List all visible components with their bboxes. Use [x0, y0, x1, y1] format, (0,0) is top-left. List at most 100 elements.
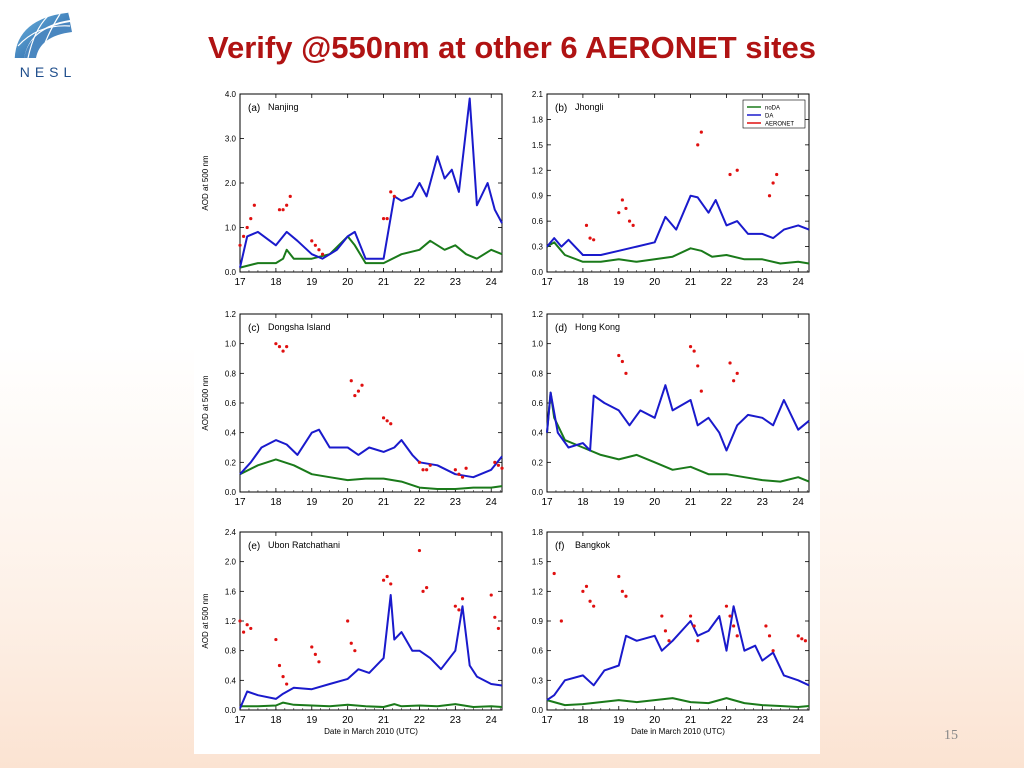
panel-nanjing: 0.0 1.0 2.0 3.0 4.0 17 18 19 20 21 22 23 24 (a) Nanjin… — [201, 90, 503, 288]
y-tick-label: 2.0 — [225, 558, 237, 567]
y-tick-label: 0.4 — [225, 429, 237, 438]
panel-dongsha-island: 0.0 0.2 0.4 0.6 0.8 1.0 1.2 17 18 19 20 21 22 23 24 (c)… — [201, 310, 504, 508]
aeronet-point — [692, 349, 696, 353]
x-tick-label: 17 — [234, 277, 246, 288]
aeronet-point — [624, 594, 628, 598]
y-axis-label: AOD at 500 nm — [201, 155, 210, 210]
aeronet-point — [392, 194, 396, 198]
site-label: Dongsha Island — [268, 322, 331, 332]
x-tick-label: 23 — [450, 497, 462, 508]
aeronet-point — [771, 181, 775, 185]
page-number: 15 — [944, 728, 958, 743]
x-axis-label: Date in March 2010 (UTC) — [324, 727, 418, 736]
x-tick-label: 24 — [486, 715, 498, 726]
aeronet-point — [421, 589, 425, 593]
x-tick-label: 20 — [649, 497, 661, 508]
aeronet-point — [617, 574, 621, 579]
aeronet-point — [493, 615, 497, 619]
aeronet-point — [581, 589, 585, 593]
aeronet-point — [385, 574, 389, 579]
aeronet-point — [592, 238, 596, 242]
x-tick-label: 19 — [613, 277, 625, 288]
aeronet-point — [771, 649, 775, 653]
aeronet-point — [349, 641, 353, 645]
aeronet-point — [389, 190, 393, 194]
site-label: Bangkok — [575, 540, 611, 550]
aeronet-point — [620, 589, 624, 593]
aeronet-point — [277, 345, 282, 349]
plot-frame — [239, 313, 503, 493]
aeronet-point — [732, 624, 736, 628]
x-tick-label: 17 — [541, 715, 553, 726]
aeronet-point — [353, 393, 357, 398]
nesl-logo: NESL — [8, 6, 78, 80]
aeronet-point — [724, 604, 729, 608]
x-tick-label: 23 — [450, 715, 462, 726]
aeronet-point — [389, 422, 393, 426]
x-tick-label: 23 — [450, 277, 462, 288]
aeronet-point — [317, 660, 321, 664]
aeronet-point — [281, 208, 285, 212]
aeronet-point — [624, 371, 628, 375]
aeronet-point — [288, 194, 292, 198]
x-tick-label: 18 — [577, 715, 589, 726]
y-tick-label: 4.0 — [225, 90, 237, 99]
y-tick-label: 0.8 — [225, 647, 237, 656]
aeronet-point — [696, 364, 700, 368]
aeronet-point — [245, 225, 249, 230]
aeronet-point — [728, 614, 732, 618]
aeronet-point — [735, 634, 739, 638]
aeronet-point — [460, 475, 465, 479]
aeronet-point — [552, 571, 556, 576]
x-tick-label: 24 — [793, 277, 805, 288]
x-tick-label: 17 — [541, 277, 553, 288]
aeronet-point — [496, 626, 501, 631]
aeronet-point — [699, 389, 703, 393]
aeronet-point — [588, 599, 592, 603]
aeronet-point — [381, 217, 386, 221]
series-line-noda — [546, 241, 810, 265]
logo-text: NESL — [19, 64, 77, 80]
panel-bangkok: 0.0 0.3 0.6 0.9 1.2 1.5 1.8 17 18 19 20 21 22 23 24 (f)… — [532, 528, 810, 736]
x-tick-label: 18 — [577, 497, 589, 508]
plot-frame — [239, 93, 503, 273]
aeronet-point — [281, 349, 285, 353]
series-line-noda — [240, 701, 503, 708]
y-tick-label: 1.2 — [225, 617, 237, 626]
x-tick-label: 24 — [793, 497, 805, 508]
x-tick-label: 20 — [342, 277, 354, 288]
y-tick-label: 1.2 — [532, 310, 544, 319]
aeronet-point — [457, 472, 461, 476]
aeronet-point — [620, 198, 624, 202]
aeronet-point — [627, 219, 632, 223]
aeronet-point — [281, 675, 285, 679]
x-tick-label: 22 — [721, 277, 733, 288]
aeronet-point — [356, 389, 361, 393]
series-line-da — [546, 605, 810, 701]
x-tick-label: 17 — [234, 715, 246, 726]
aeronet-point — [274, 637, 278, 642]
aeronet-point — [767, 634, 772, 638]
aeronet-point — [617, 353, 621, 358]
x-tick-label: 21 — [685, 497, 697, 508]
panel-label: (f) — [555, 541, 564, 552]
plot-frame — [546, 313, 810, 493]
legend-entry: noDA — [765, 106, 780, 112]
y-tick-label: 0.8 — [532, 369, 544, 378]
aeronet-point — [389, 582, 393, 586]
x-tick-label: 24 — [486, 497, 498, 508]
aeronet-point — [460, 597, 465, 601]
aeronet-point — [277, 663, 282, 668]
panel-label: (a) — [248, 103, 260, 114]
aeronet-point — [381, 578, 386, 582]
aeronet-point — [688, 614, 693, 618]
aeronet-point — [349, 379, 353, 383]
y-tick-label: 1.6 — [225, 587, 237, 596]
y-tick-label: 0.0 — [225, 706, 237, 715]
y-tick-label: 1.8 — [532, 115, 544, 124]
aeronet-point — [796, 634, 800, 638]
aeronet-point — [728, 172, 732, 177]
aeronet-point — [688, 345, 693, 349]
series-line-da — [546, 194, 810, 256]
aeronet-point — [317, 248, 321, 252]
